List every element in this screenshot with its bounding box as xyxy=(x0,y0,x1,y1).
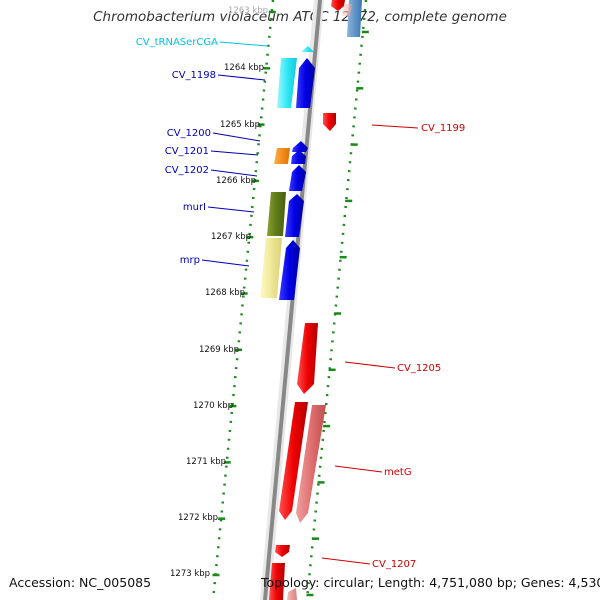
accession-text: Accession: NC_005085 xyxy=(9,575,152,590)
feature-label-mrp[interactable]: mrp xyxy=(180,255,200,266)
kbp-label: 1272 kbp xyxy=(178,513,218,523)
kbp-label: 1268 kbp xyxy=(205,288,245,298)
label-leader-lines xyxy=(201,41,419,565)
gene-cv-1207[interactable] xyxy=(275,545,290,557)
feature-label-cv-1207[interactable]: CV_1207 xyxy=(372,559,416,570)
leader-line xyxy=(207,206,255,213)
gene-bottom-red[interactable] xyxy=(269,563,285,600)
gene-muri-olive[interactable] xyxy=(267,192,286,236)
leader-line xyxy=(344,361,396,369)
leader-line xyxy=(371,124,419,129)
leader-line xyxy=(212,132,261,142)
feature-label-cv-1202[interactable]: CV_1202 xyxy=(165,165,209,176)
dotted-track-lines xyxy=(211,0,368,600)
kbp-label: 1267 kbp xyxy=(211,232,251,242)
kbp-tick-marks xyxy=(212,10,369,597)
feature-labels: CV_tRNASerCGA CV_1198 CV_1200 CV_1201 CV… xyxy=(136,37,465,570)
gene-cv-1199[interactable] xyxy=(323,113,336,131)
forward-strand-genes xyxy=(260,46,315,300)
topology-text: Topology: circular; Length: 4,751,080 bp… xyxy=(261,575,600,590)
kbp-label: 1271 kbp xyxy=(186,457,226,467)
leader-line xyxy=(219,41,268,47)
leader-line xyxy=(321,557,371,565)
gene-cv-1198-partner[interactable] xyxy=(296,58,315,108)
kbp-label: 1263 kbp xyxy=(228,6,268,16)
gene-cv-1198[interactable] xyxy=(277,58,297,108)
gene-top-faded[interactable] xyxy=(342,4,352,16)
kbp-label: 1269 kbp xyxy=(199,345,239,355)
feature-label-muri[interactable]: murI xyxy=(183,202,206,213)
map-title: Chromobacterium violaceum ATCC 12472, co… xyxy=(93,9,507,25)
reverse-strand-genes xyxy=(269,0,362,600)
leader-line xyxy=(334,465,383,473)
feature-label-cv-1198[interactable]: CV_1198 xyxy=(172,70,216,81)
gene-cv-1201[interactable] xyxy=(274,148,290,164)
gene-mrp[interactable] xyxy=(279,240,300,300)
leader-line xyxy=(210,169,258,177)
feature-label-cv-1200[interactable]: CV_1200 xyxy=(167,128,211,139)
gene-cv-1205[interactable] xyxy=(297,323,318,394)
gene-cv-trnasercga[interactable] xyxy=(301,46,314,52)
kbp-label: 1273 kbp xyxy=(170,569,210,579)
kbp-scale-labels: 1263 kbp 1264 kbp 1265 kbp 1266 kbp 1267… xyxy=(170,6,268,579)
gene-top-red[interactable] xyxy=(331,0,345,11)
feature-label-cv-trnasercga[interactable]: CV_tRNASerCGA xyxy=(136,37,218,48)
leader-line xyxy=(201,259,250,267)
kbp-label: 1270 kbp xyxy=(193,401,233,411)
leader-line xyxy=(210,150,259,156)
gene-cv-1202[interactable] xyxy=(289,165,306,191)
gene-mrp-khaki[interactable] xyxy=(260,238,282,298)
gene-bottom-pink[interactable] xyxy=(287,588,297,600)
gene-metg-partner[interactable] xyxy=(279,402,308,520)
gene-muri[interactable] xyxy=(285,194,304,237)
kbp-label: 1265 kbp xyxy=(220,120,260,130)
kbp-label: 1266 kbp xyxy=(216,176,256,186)
feature-label-metg[interactable]: metG xyxy=(384,467,412,478)
kbp-label: 1264 kbp xyxy=(224,63,264,73)
feature-label-cv-1205[interactable]: CV_1205 xyxy=(397,363,441,374)
gene-cv-1200[interactable] xyxy=(292,141,308,152)
feature-label-cv-1199[interactable]: CV_1199 xyxy=(421,123,465,134)
track-dots-1 xyxy=(305,0,368,600)
leader-line xyxy=(217,74,266,81)
gene-metg[interactable] xyxy=(296,405,326,523)
gene-cv-1201-partner[interactable] xyxy=(291,150,306,164)
track-dots-0 xyxy=(211,0,275,600)
feature-label-cv-1201[interactable]: CV_1201 xyxy=(165,146,209,157)
